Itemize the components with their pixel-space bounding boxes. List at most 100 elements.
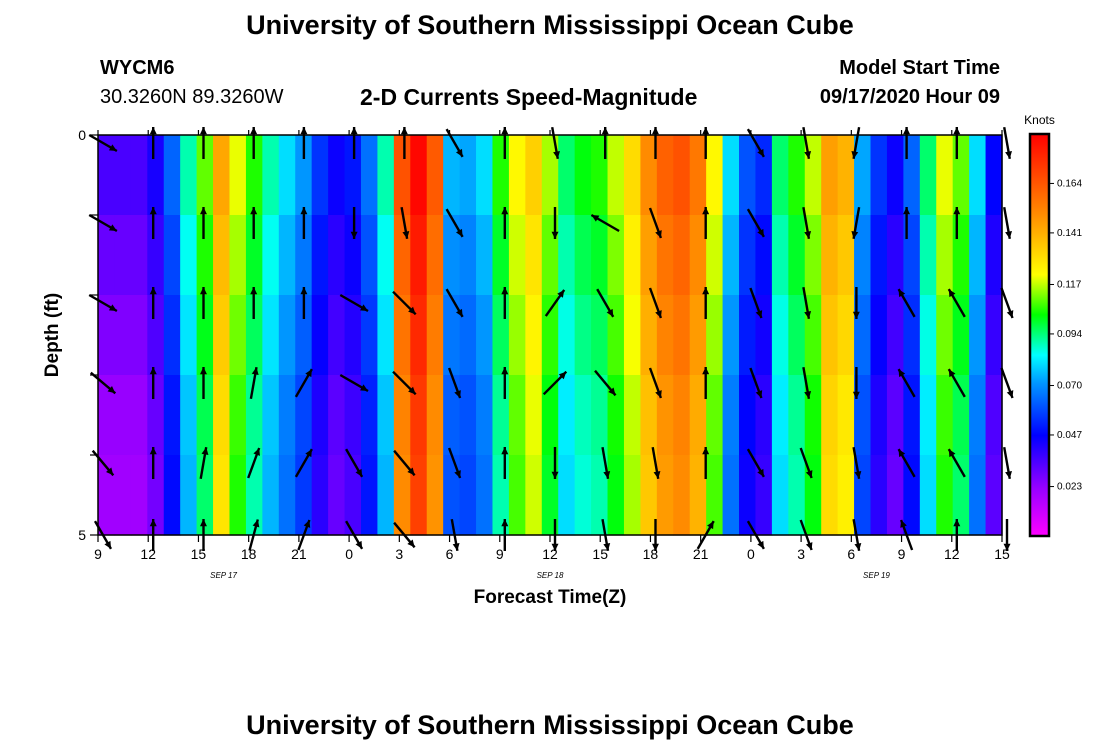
heatmap-cell: [541, 295, 559, 376]
heatmap-cell: [508, 135, 526, 216]
heatmap-cell: [689, 455, 707, 536]
x-tick-label: 21: [291, 546, 307, 562]
heatmap-cell: [706, 135, 724, 216]
date-label: SEP 18: [537, 571, 564, 580]
heatmap-cell: [426, 215, 444, 296]
heatmap-cell: [410, 375, 428, 456]
heatmap-cell: [985, 295, 1003, 376]
heatmap-cell: [673, 215, 691, 296]
heatmap-cell: [656, 135, 674, 216]
heatmap-cell: [837, 375, 855, 456]
heatmap-cell: [443, 215, 461, 296]
current-vector: [294, 448, 313, 478]
heatmap-cell: [591, 295, 609, 376]
heatmap-cell: [952, 135, 970, 216]
heatmap-cell: [821, 375, 839, 456]
current-vector: [851, 206, 861, 240]
x-tick-label: 9: [898, 546, 906, 562]
heatmap-cell: [591, 375, 609, 456]
heatmap-cell: [591, 455, 609, 536]
current-vector: [339, 293, 369, 313]
colorbar-tick-label: 0.164: [1057, 178, 1082, 189]
colorbar-tick-label: 0.141: [1057, 228, 1082, 239]
heatmap-cell: [541, 215, 559, 296]
heatmap-cell: [360, 375, 379, 456]
heatmap-cell: [607, 455, 625, 536]
current-vector: [339, 373, 369, 393]
colorbar-tick-label: 0.094: [1057, 329, 1082, 340]
heatmap-cell: [328, 375, 346, 456]
heatmap-cell: [886, 375, 904, 456]
station-coordinates: 30.3260N 89.3260W: [100, 86, 284, 108]
heatmap-cell: [623, 455, 641, 536]
x-tick-label: 0: [747, 546, 755, 562]
heatmap-cell: [821, 215, 839, 296]
current-vector: [1003, 206, 1012, 240]
heatmap-cell: [262, 135, 280, 216]
current-vector: [590, 213, 620, 233]
heatmap-cell: [870, 135, 888, 216]
current-vector: [445, 208, 464, 238]
heatmap-cell: [377, 295, 395, 376]
current-vector: [802, 126, 812, 160]
heatmap-cell: [328, 295, 346, 376]
heatmap-cell: [739, 135, 757, 216]
heatmap-cell: [870, 215, 888, 296]
heatmap-cell: [739, 455, 757, 536]
heatmap-cell: [886, 455, 904, 536]
heatmap-cell: [393, 215, 411, 296]
heatmap-cell: [755, 135, 773, 216]
heatmap-cell: [278, 295, 296, 376]
heatmap-cell: [673, 295, 691, 376]
colorbar-title: Knots: [1024, 113, 1055, 127]
heatmap-cell: [196, 375, 214, 456]
current-vector: [947, 448, 966, 478]
heatmap-cell: [969, 135, 987, 216]
heatmap-cell: [919, 295, 937, 376]
heatmap-cell: [607, 295, 625, 376]
heatmap-cell: [393, 135, 411, 216]
heatmap-cell: [985, 135, 1003, 216]
heatmap-cell: [936, 295, 954, 376]
heatmap-cell: [508, 455, 526, 536]
heatmap-cell: [377, 455, 395, 536]
colorbar-tick-label: 0.070: [1057, 381, 1082, 392]
model-start-value: 09/17/2020 Hour 09: [819, 86, 1000, 108]
current-vector: [199, 446, 209, 480]
heatmap-cell: [903, 375, 921, 456]
current-vector: [501, 447, 509, 479]
heatmap-cell: [952, 375, 970, 456]
heatmap-cell: [952, 295, 970, 376]
heatmap-cell: [854, 375, 872, 456]
heatmap-cell: [311, 295, 329, 376]
heatmap-cell: [673, 375, 691, 456]
current-vector: [199, 367, 207, 399]
heatmap-cell: [196, 215, 214, 296]
heatmap-cell: [130, 455, 148, 536]
heatmap-cell: [114, 135, 132, 216]
heatmap-cell: [574, 455, 592, 536]
heatmap-cell: [311, 455, 329, 536]
heatmap-cell: [574, 135, 592, 216]
heatmap-cell: [426, 295, 444, 376]
heatmap-cell: [886, 135, 904, 216]
heatmap-cell: [886, 215, 904, 296]
heatmap-cell: [689, 375, 707, 456]
heatmap-cell: [525, 295, 543, 376]
current-vector: [953, 127, 961, 159]
current-vector: [648, 367, 663, 399]
heatmap-cell: [952, 455, 970, 536]
heatmap-cell: [245, 295, 263, 376]
heatmap-cell: [936, 455, 954, 536]
heatmap-cell: [607, 215, 625, 296]
heatmap-cell: [443, 455, 461, 536]
heatmap-cell: [180, 135, 198, 216]
heatmap-cell: [163, 215, 181, 296]
heatmap-cell: [492, 375, 510, 456]
current-vector: [501, 287, 509, 319]
current-vector: [551, 126, 560, 160]
heatmap-cell: [969, 375, 987, 456]
heatmap-cell: [936, 215, 954, 296]
heatmap-cell: [541, 135, 559, 216]
heatmap-cell: [147, 215, 165, 296]
